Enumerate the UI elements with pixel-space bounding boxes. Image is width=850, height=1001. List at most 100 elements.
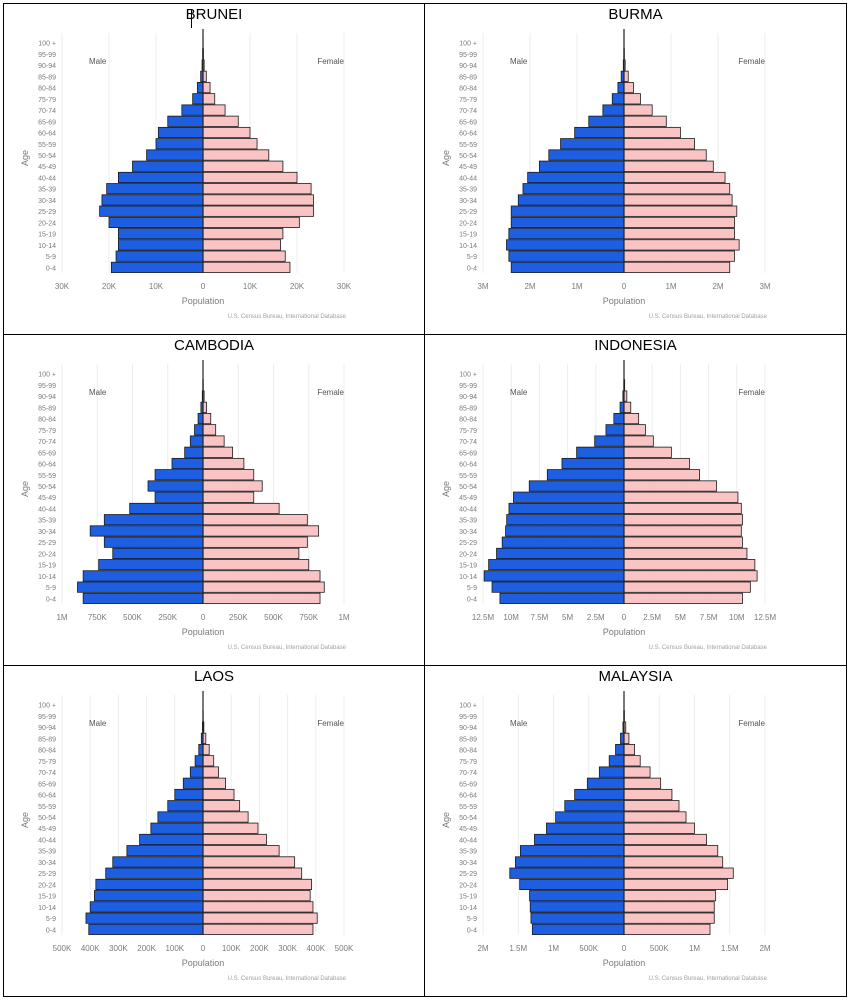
source-note: U.S. Census Bureau, International Databa… bbox=[228, 645, 347, 651]
male-bar bbox=[530, 912, 625, 924]
female-bar bbox=[202, 104, 226, 116]
female-bar bbox=[202, 559, 310, 571]
age-tick-label: 10-14 bbox=[38, 243, 56, 250]
x-tick-label: 2M bbox=[524, 282, 535, 291]
age-tick-label: 45-49 bbox=[38, 495, 56, 502]
male-bar bbox=[539, 160, 625, 172]
male-bar bbox=[157, 811, 204, 823]
female-bar bbox=[623, 194, 733, 206]
age-tick-label: 70-74 bbox=[38, 108, 56, 115]
male-bar bbox=[198, 744, 204, 756]
female-bar bbox=[202, 744, 210, 756]
table-divider-row-2 bbox=[4, 665, 846, 666]
x-tick-label: 300K bbox=[109, 944, 128, 953]
female-bar bbox=[202, 93, 216, 105]
age-tick-label: 15-19 bbox=[38, 894, 56, 901]
male-bar bbox=[519, 845, 625, 857]
male-bar bbox=[522, 183, 625, 195]
age-tick-label: 25-29 bbox=[459, 871, 477, 878]
x-tick-label: 200K bbox=[250, 944, 269, 953]
legend-female-label: Female bbox=[738, 57, 765, 66]
male-bar bbox=[513, 491, 625, 503]
age-tick-label: 55-59 bbox=[459, 804, 477, 811]
age-tick-label: 5-9 bbox=[467, 254, 477, 261]
female-bar bbox=[202, 547, 300, 559]
age-tick-label: 20-24 bbox=[38, 882, 56, 889]
age-tick-label: 15-19 bbox=[38, 563, 56, 570]
male-bar bbox=[105, 867, 204, 879]
x-tick-label: 20K bbox=[102, 282, 117, 291]
panel-malaysia: MALAYSIA 0-4 5-9 10-14 15-19 20-24 25-29 30-34… bbox=[425, 666, 846, 996]
population-pyramid: 0-4 5-9 10-14 15-19 20-24 25-29 30-34 35-39 40-4… bbox=[441, 29, 771, 320]
age-tick-label: 95-99 bbox=[459, 714, 477, 721]
age-tick-label: 10-14 bbox=[459, 574, 477, 581]
female-bar bbox=[202, 592, 321, 604]
age-tick-label: 75-79 bbox=[459, 759, 477, 766]
age-tick-label: 80-84 bbox=[459, 748, 477, 755]
female-bar bbox=[623, 469, 700, 481]
age-tick-label: 100 + bbox=[38, 703, 56, 710]
age-tick-label: 75-79 bbox=[38, 97, 56, 104]
age-tick-label: 55-59 bbox=[38, 804, 56, 811]
male-bar bbox=[89, 901, 204, 913]
male-bar bbox=[167, 800, 204, 812]
x-tick-label: 2.5M bbox=[587, 613, 605, 622]
x-tick-label: 500K bbox=[579, 944, 598, 953]
male-bar bbox=[150, 822, 204, 834]
male-bar bbox=[110, 261, 204, 273]
panel-burma: BURMA 0-4 5-9 10-14 15-19 20-24 25-29 30-34 35-… bbox=[425, 4, 846, 334]
female-bar bbox=[623, 138, 695, 150]
age-tick-label: 65-69 bbox=[38, 781, 56, 788]
age-tick-label: 60-64 bbox=[38, 793, 56, 800]
male-bar bbox=[586, 777, 625, 789]
x-tick-label: 250K bbox=[229, 613, 248, 622]
x-tick-label: 10K bbox=[149, 282, 164, 291]
female-bar bbox=[202, 867, 303, 879]
age-tick-label: 25-29 bbox=[38, 540, 56, 547]
male-bar bbox=[85, 912, 204, 924]
age-tick-label: 95-99 bbox=[459, 52, 477, 59]
legend-female-label: Female bbox=[317, 388, 344, 397]
female-bar bbox=[623, 777, 662, 789]
female-bar bbox=[202, 788, 235, 801]
male-bar bbox=[594, 435, 625, 447]
male-bar bbox=[118, 171, 204, 184]
x-axis-title: Population bbox=[182, 627, 225, 637]
age-tick-label: 30-34 bbox=[459, 860, 477, 867]
female-bar bbox=[623, 592, 743, 604]
male-bar bbox=[529, 890, 625, 902]
age-tick-label: 60-64 bbox=[459, 462, 477, 469]
female-bar bbox=[202, 216, 300, 228]
female-bar bbox=[202, 446, 234, 458]
female-bar bbox=[623, 514, 743, 526]
male-bar bbox=[608, 755, 625, 767]
male-bar bbox=[496, 547, 625, 559]
female-bar bbox=[623, 104, 653, 116]
age-tick-label: 45-49 bbox=[38, 164, 56, 171]
male-bar bbox=[506, 239, 625, 251]
x-tick-label: 0 bbox=[201, 944, 206, 953]
x-tick-label: 7.5M bbox=[531, 613, 549, 622]
female-bar bbox=[202, 923, 314, 935]
male-bar bbox=[505, 525, 625, 537]
female-bar bbox=[623, 744, 635, 756]
age-tick-label: 30-34 bbox=[459, 198, 477, 205]
male-bar bbox=[99, 205, 204, 217]
x-tick-label: 3M bbox=[477, 282, 488, 291]
female-bar bbox=[623, 239, 740, 251]
age-tick-label: 70-74 bbox=[459, 108, 477, 115]
female-bar bbox=[623, 890, 717, 902]
female-bar bbox=[202, 845, 280, 857]
male-bar bbox=[576, 446, 625, 458]
age-tick-label: 65-69 bbox=[459, 119, 477, 126]
age-tick-label: 20-24 bbox=[38, 220, 56, 227]
x-tick-label: 1M bbox=[548, 944, 559, 953]
x-tick-label: 1.5M bbox=[509, 944, 527, 953]
male-bar bbox=[611, 93, 625, 105]
age-tick-label: 5-9 bbox=[467, 916, 477, 923]
age-tick-label: 25-29 bbox=[459, 540, 477, 547]
x-tick-label: 2M bbox=[759, 944, 770, 953]
x-tick-label: 5M bbox=[562, 613, 573, 622]
x-tick-label: 1M bbox=[571, 282, 582, 291]
female-bar bbox=[623, 70, 629, 82]
